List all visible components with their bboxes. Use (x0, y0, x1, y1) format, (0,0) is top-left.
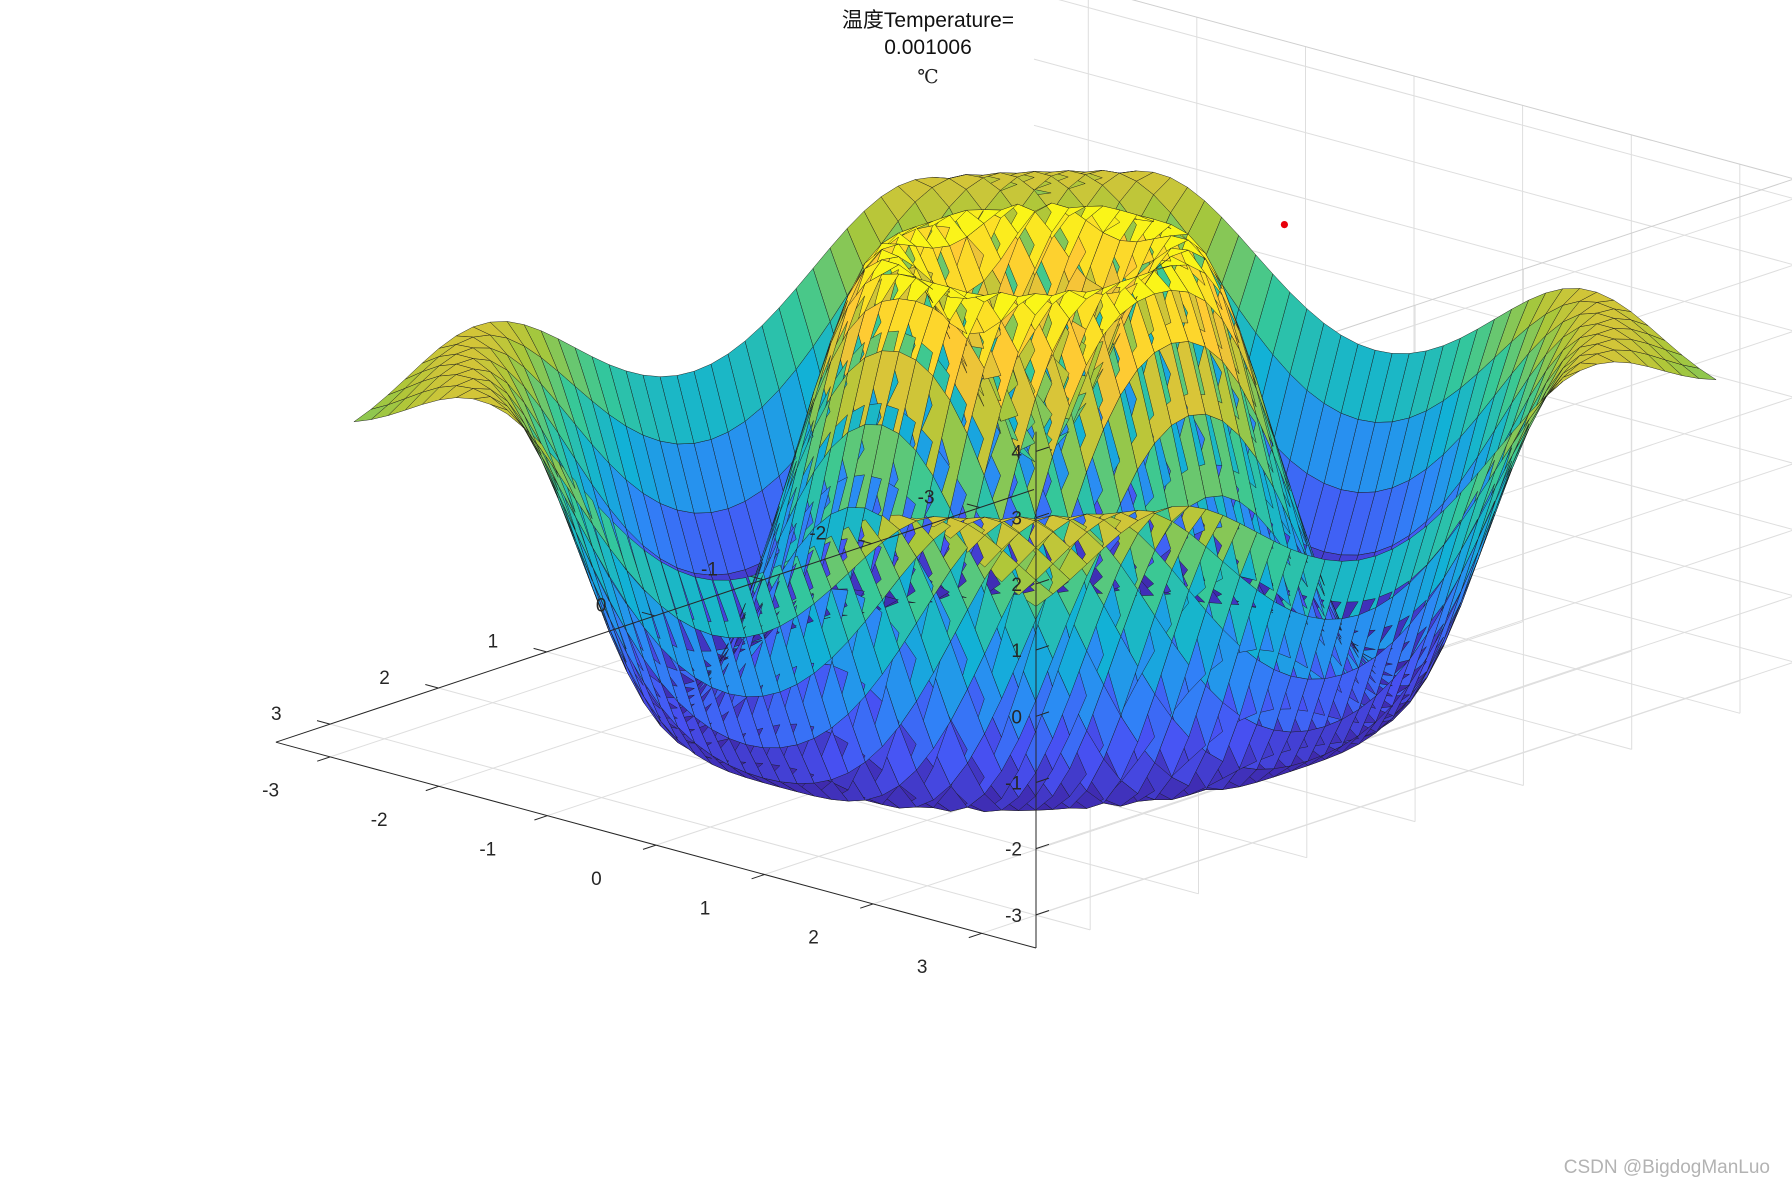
chart-title-line-2: 0.001006 (884, 36, 972, 59)
axis-lines (275, 431, 1050, 949)
surface-face (353, 404, 389, 423)
y-tick (533, 647, 547, 653)
z-tick-label: -3 (1005, 906, 1022, 927)
x-tick (860, 903, 874, 909)
z-tick (1035, 579, 1050, 585)
box-edge (1131, 0, 1792, 179)
z-tick-label: -2 (1005, 840, 1022, 861)
x-tick-label: 2 (808, 928, 819, 949)
z-tick-label: 2 (1011, 575, 1022, 596)
tick-labels: -3 -2 -1 0 1 2 3 -3 -2 -1 0 1 2 3 -3 -2 -1 0 1 2 3 4 (262, 442, 1022, 978)
z-tick-label: -1 (1005, 774, 1022, 795)
z-tick (1035, 512, 1050, 519)
chart-title-line-3: ℃ (917, 66, 939, 88)
y-tick-label: 2 (379, 668, 390, 689)
x-tick-label: 1 (700, 898, 711, 919)
y-tick (316, 720, 331, 725)
grid-line (1033, 124, 1792, 332)
x-tick (751, 874, 765, 880)
x-tick (534, 815, 548, 821)
y-tick-label: -3 (918, 487, 935, 508)
x-tick-label: 0 (591, 869, 602, 890)
grid-line (1033, 58, 1792, 265)
z-tick (1035, 446, 1050, 452)
x-tick (425, 785, 439, 792)
x-tick-label: -2 (371, 810, 388, 831)
y-tick-label: 0 (596, 596, 607, 617)
x-tick-label: 3 (917, 957, 928, 978)
x-tick (968, 932, 982, 939)
y-tick (966, 503, 980, 508)
y-tick (750, 575, 764, 581)
z-tick (1035, 843, 1050, 850)
y-tick (425, 684, 439, 689)
grid-line (329, 723, 1091, 931)
y-tick-label: -2 (809, 523, 826, 544)
chart-title-line-1: 温度Temperature= (841, 9, 1015, 32)
z-tick-label: 3 (1011, 509, 1022, 530)
watermark: CSDN @BigdogManLuo (1563, 1157, 1770, 1178)
z-tick (1035, 777, 1050, 783)
grid-line (1035, 662, 1792, 916)
y-tick-label: 3 (271, 704, 282, 725)
grid-line (1058, 0, 1792, 199)
data-marker (1280, 221, 1288, 229)
z-tick-label: 4 (1011, 442, 1022, 463)
y-tick (858, 539, 872, 545)
grid-line (1035, 596, 1792, 850)
z-tick-label: 0 (1011, 707, 1022, 728)
z-tick (1035, 645, 1050, 651)
z-tick-label: 1 (1011, 641, 1022, 662)
z-tick (1035, 711, 1050, 717)
x-tick (642, 844, 657, 850)
x-tick-label: -1 (479, 840, 496, 861)
y-tick-label: 1 (488, 632, 499, 653)
x-tick (317, 756, 331, 762)
y-tick-label: -1 (701, 560, 718, 581)
x-tick-label: -3 (262, 781, 279, 802)
surface-mesh (353, 170, 1718, 813)
y-tick (641, 611, 656, 617)
z-tick (1035, 910, 1050, 916)
y-axis-line (275, 489, 1035, 743)
